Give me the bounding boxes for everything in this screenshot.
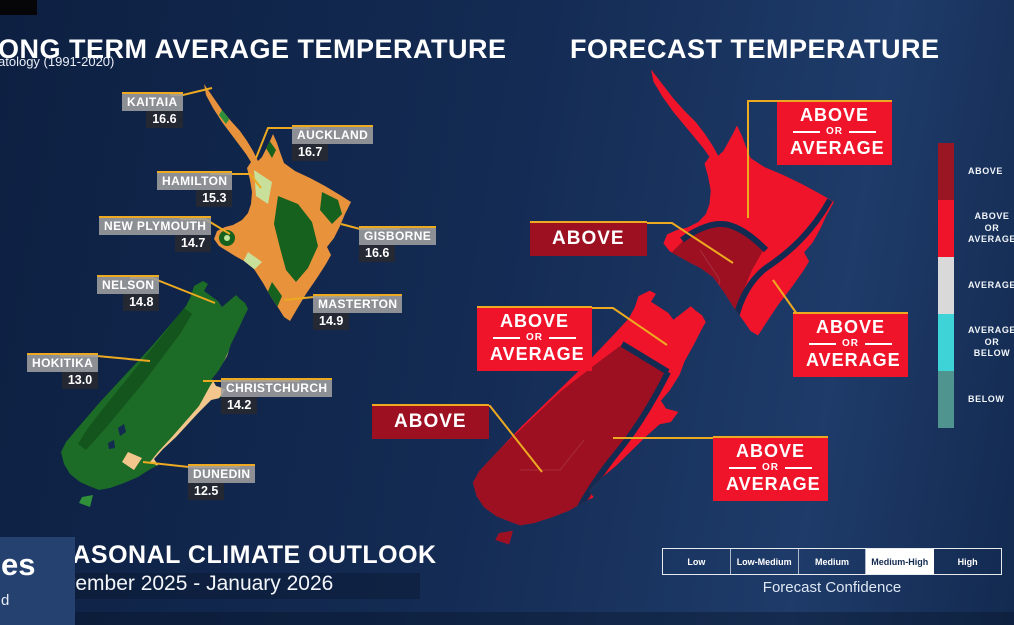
- region-label-line2: AVERAGE: [490, 344, 585, 364]
- confidence-level-low: Low: [663, 549, 731, 574]
- legend-swatch-average: [938, 257, 954, 314]
- legend-label: ABOVE OR AVERAGE: [968, 210, 1014, 245]
- legend-swatch-average-or-below: [938, 314, 954, 371]
- station-label-masterton: MASTERTON 14.9: [313, 294, 403, 330]
- station-name: DUNEDIN: [188, 464, 256, 483]
- confidence-level-medium: Medium: [799, 549, 867, 574]
- legend-swatch-above: [938, 143, 954, 200]
- footer-heading: SEASONAL CLIMATE OUTLOOK: [38, 541, 437, 569]
- legend-item-above-or-average: ABOVE OR AVERAGE: [938, 200, 1014, 257]
- region-label-northern-south-island: ABOVE OR AVERAGE: [477, 306, 592, 371]
- station-value: 14.8: [123, 294, 160, 311]
- legend-label: AVERAGE: [968, 279, 1014, 290]
- station-label-auckland: AUCKLAND 16.7: [292, 125, 374, 161]
- station-value: 15.3: [196, 190, 233, 207]
- region-label-eastern-south-island: ABOVE OR AVERAGE: [713, 436, 828, 501]
- confidence-bar: Low Low-Medium Medium Medium-High High: [662, 548, 1002, 575]
- footer-strip: [36, 573, 420, 599]
- footer-period: November 2025 - January 2026: [38, 572, 334, 595]
- station-value: 13.0: [61, 372, 99, 389]
- left-panel-title: ONG TERM AVERAGE TEMPERATURE: [0, 34, 507, 65]
- left-panel-subtitle: atology (1991-2020): [0, 54, 115, 69]
- region-label-line2: AVERAGE: [790, 138, 885, 158]
- station-label-gisborne: GISBORNE 16.6: [359, 226, 437, 262]
- station-name: NELSON: [97, 275, 160, 294]
- station-label-christchurch: CHRISTCHURCH 14.2: [221, 378, 333, 414]
- region-label-line1: ABOVE: [499, 311, 569, 331]
- station-value: 14.2: [221, 397, 258, 414]
- station-name: HOKITIKA: [27, 353, 99, 372]
- legend-swatch-above-or-average: [938, 200, 954, 257]
- bottom-band: [0, 612, 1014, 625]
- region-label-or: OR: [842, 338, 859, 349]
- station-value: 16.6: [146, 111, 183, 128]
- station-name: MASTERTON: [313, 294, 403, 313]
- station-label-kaitaia: KAITAIA 16.6: [122, 92, 183, 128]
- region-label-line1: ABOVE: [552, 228, 625, 249]
- station-name: NEW PLYMOUTH: [99, 216, 212, 235]
- station-value: 14.7: [175, 235, 212, 252]
- region-label-upper-north-island: ABOVE OR AVERAGE: [777, 100, 892, 165]
- legend-label: AVERAGE OR BELOW: [968, 324, 1014, 359]
- station-label-hokitika: HOKITIKA 13.0: [27, 353, 99, 389]
- region-label-or: OR: [762, 462, 779, 473]
- station-label-nelson: NELSON 14.8: [97, 275, 160, 311]
- region-label-or: OR: [526, 332, 543, 343]
- legend-item-average: AVERAGE: [938, 257, 1014, 314]
- region-label-line2: AVERAGE: [806, 350, 901, 370]
- station-name: AUCKLAND: [292, 125, 374, 144]
- region-label-or: OR: [826, 126, 843, 137]
- legend-item-average-or-below: AVERAGE OR BELOW: [938, 314, 1014, 371]
- legend-label: ABOVE: [968, 165, 1004, 176]
- legend-item-below: BELOW: [938, 371, 1014, 428]
- station-label-hamilton: HAMILTON 15.3: [157, 171, 233, 207]
- region-label-line2: AVERAGE: [726, 474, 821, 494]
- station-name: KAITAIA: [122, 92, 183, 111]
- legend-item-above: ABOVE: [938, 143, 1014, 200]
- region-label-line1: ABOVE: [394, 411, 467, 432]
- station-value: 16.7: [292, 144, 329, 161]
- region-label-western-south-island: ABOVE: [372, 404, 489, 439]
- region-label-line1: ABOVE: [735, 441, 805, 461]
- station-name: CHRISTCHURCH: [221, 378, 333, 397]
- station-value: 14.9: [313, 313, 350, 330]
- logo-text-fragment: es: [1, 547, 36, 582]
- right-panel-title: FORECAST TEMPERATURE: [570, 34, 940, 65]
- station-name: HAMILTON: [157, 171, 233, 190]
- confidence-level-high: High: [957, 556, 978, 567]
- station-label-dunedin: DUNEDIN 12.5: [188, 464, 256, 500]
- forecast-confidence: Low Low-Medium Medium Medium-High High F…: [662, 548, 1002, 596]
- legend-label: BELOW: [968, 393, 1005, 404]
- legend-swatch-below: [938, 371, 954, 428]
- corner-marker: [0, 0, 37, 15]
- temperature-legend: ABOVE ABOVE OR AVERAGE AVERAGE AVERAGE O…: [938, 143, 1014, 428]
- confidence-level-medium-high-selected: Medium-High: [866, 549, 935, 574]
- region-label-lower-north-island: ABOVE: [530, 221, 647, 256]
- region-label-line1: ABOVE: [799, 105, 869, 125]
- logo-text-fragment: d: [1, 592, 10, 609]
- confidence-caption: Forecast Confidence: [762, 579, 902, 596]
- organisation-logo: es d: [0, 537, 75, 625]
- station-label-new-plymouth: NEW PLYMOUTH 14.7: [99, 216, 212, 252]
- station-value: 16.6: [359, 245, 396, 262]
- region-label-eastern-north-island: ABOVE OR AVERAGE: [793, 312, 908, 377]
- region-label-line1: ABOVE: [815, 317, 885, 337]
- confidence-level-low-medium: Low-Medium: [731, 549, 799, 574]
- station-value: 12.5: [188, 483, 225, 500]
- station-name: GISBORNE: [359, 226, 437, 245]
